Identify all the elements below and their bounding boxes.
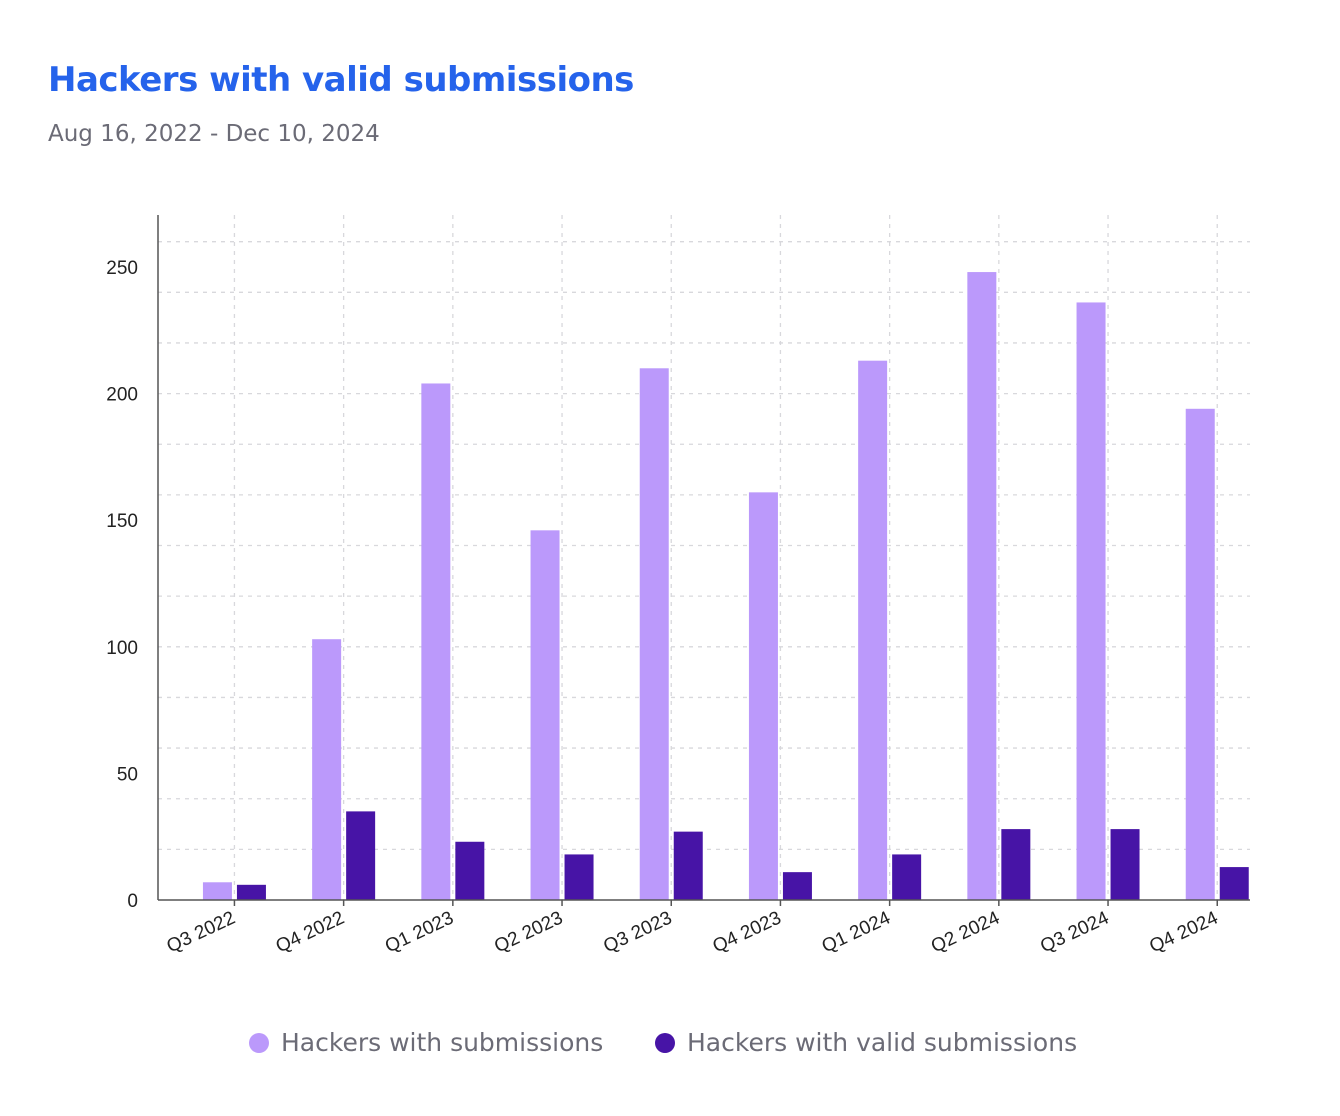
x-tick-label: Q3 2022 xyxy=(164,907,239,957)
bar-submissions-2[interactable] xyxy=(421,383,451,900)
bar-valid-submissions-6[interactable] xyxy=(892,854,922,900)
y-axis-ticks: 0 50 100 150 200 250 xyxy=(106,258,138,912)
bar-submissions-3[interactable] xyxy=(530,530,560,900)
bar-valid-submissions-8[interactable] xyxy=(1110,829,1140,900)
bar-submissions-6[interactable] xyxy=(858,360,888,901)
bar-valid-submissions-0[interactable] xyxy=(236,884,266,900)
legend: Hackers with submissions Hackers with va… xyxy=(0,1028,1340,1068)
x-axis-ticks: Q3 2022 Q4 2022 Q1 2023 Q2 2023 Q3 2023 Q4 20… xyxy=(164,900,1222,957)
bar-valid-submissions-9[interactable] xyxy=(1219,867,1249,900)
bar-submissions-8[interactable] xyxy=(1076,302,1106,900)
bar-valid-submissions-2[interactable] xyxy=(455,841,485,900)
bar-submissions-5[interactable] xyxy=(748,492,778,900)
bar-submissions-7[interactable] xyxy=(967,272,997,901)
x-tick-label: Q3 2024 xyxy=(1037,907,1112,957)
bar-valid-submissions-7[interactable] xyxy=(1001,829,1031,900)
y-tick-label: 0 xyxy=(127,891,138,912)
legend-item-submissions[interactable]: Hackers with submissions xyxy=(249,1028,603,1057)
bar-submissions-4[interactable] xyxy=(639,368,669,900)
chart-title: Hackers with valid submissions xyxy=(48,60,634,100)
x-tick-label: Q2 2023 xyxy=(491,907,566,957)
x-tick-label: Q2 2024 xyxy=(928,907,1003,957)
chart-subtitle: Aug 16, 2022 - Dec 10, 2024 xyxy=(48,121,380,147)
legend-item-valid-submissions[interactable]: Hackers with valid submissions xyxy=(655,1028,1077,1057)
bars xyxy=(202,272,1249,901)
bar-submissions-0[interactable] xyxy=(202,882,232,900)
y-tick-label: 200 xyxy=(106,385,138,406)
x-tick-label: Q1 2024 xyxy=(819,907,894,957)
legend-dot-submissions xyxy=(249,1032,269,1053)
x-tick-label: Q4 2023 xyxy=(710,907,785,957)
y-tick-label: 100 xyxy=(106,638,138,659)
x-tick-label: Q4 2024 xyxy=(1146,907,1221,957)
bar-submissions-9[interactable] xyxy=(1185,408,1215,900)
y-tick-label: 50 xyxy=(117,764,138,785)
bar-valid-submissions-1[interactable] xyxy=(346,811,376,900)
x-tick-label: Q3 2023 xyxy=(600,907,675,957)
bar-submissions-1[interactable] xyxy=(312,639,342,900)
bar-valid-submissions-5[interactable] xyxy=(782,872,812,900)
axes xyxy=(157,215,1250,901)
bar-valid-submissions-4[interactable] xyxy=(673,831,703,900)
legend-dot-valid-submissions xyxy=(655,1032,675,1053)
legend-label-submissions: Hackers with submissions xyxy=(281,1028,604,1057)
x-tick-label: Q4 2022 xyxy=(273,907,348,957)
bar-chart: 0 50 100 150 200 250 Q3 2022 Q4 2022 Q1 2023 Q2 … xyxy=(106,215,1250,957)
x-tick-label: Q1 2023 xyxy=(382,907,457,957)
y-tick-label: 250 xyxy=(106,258,138,279)
grid-lines xyxy=(158,215,1250,900)
bar-valid-submissions-3[interactable] xyxy=(564,854,594,900)
y-tick-label: 150 xyxy=(106,511,138,532)
legend-label-valid-submissions: Hackers with valid submissions xyxy=(687,1028,1078,1057)
